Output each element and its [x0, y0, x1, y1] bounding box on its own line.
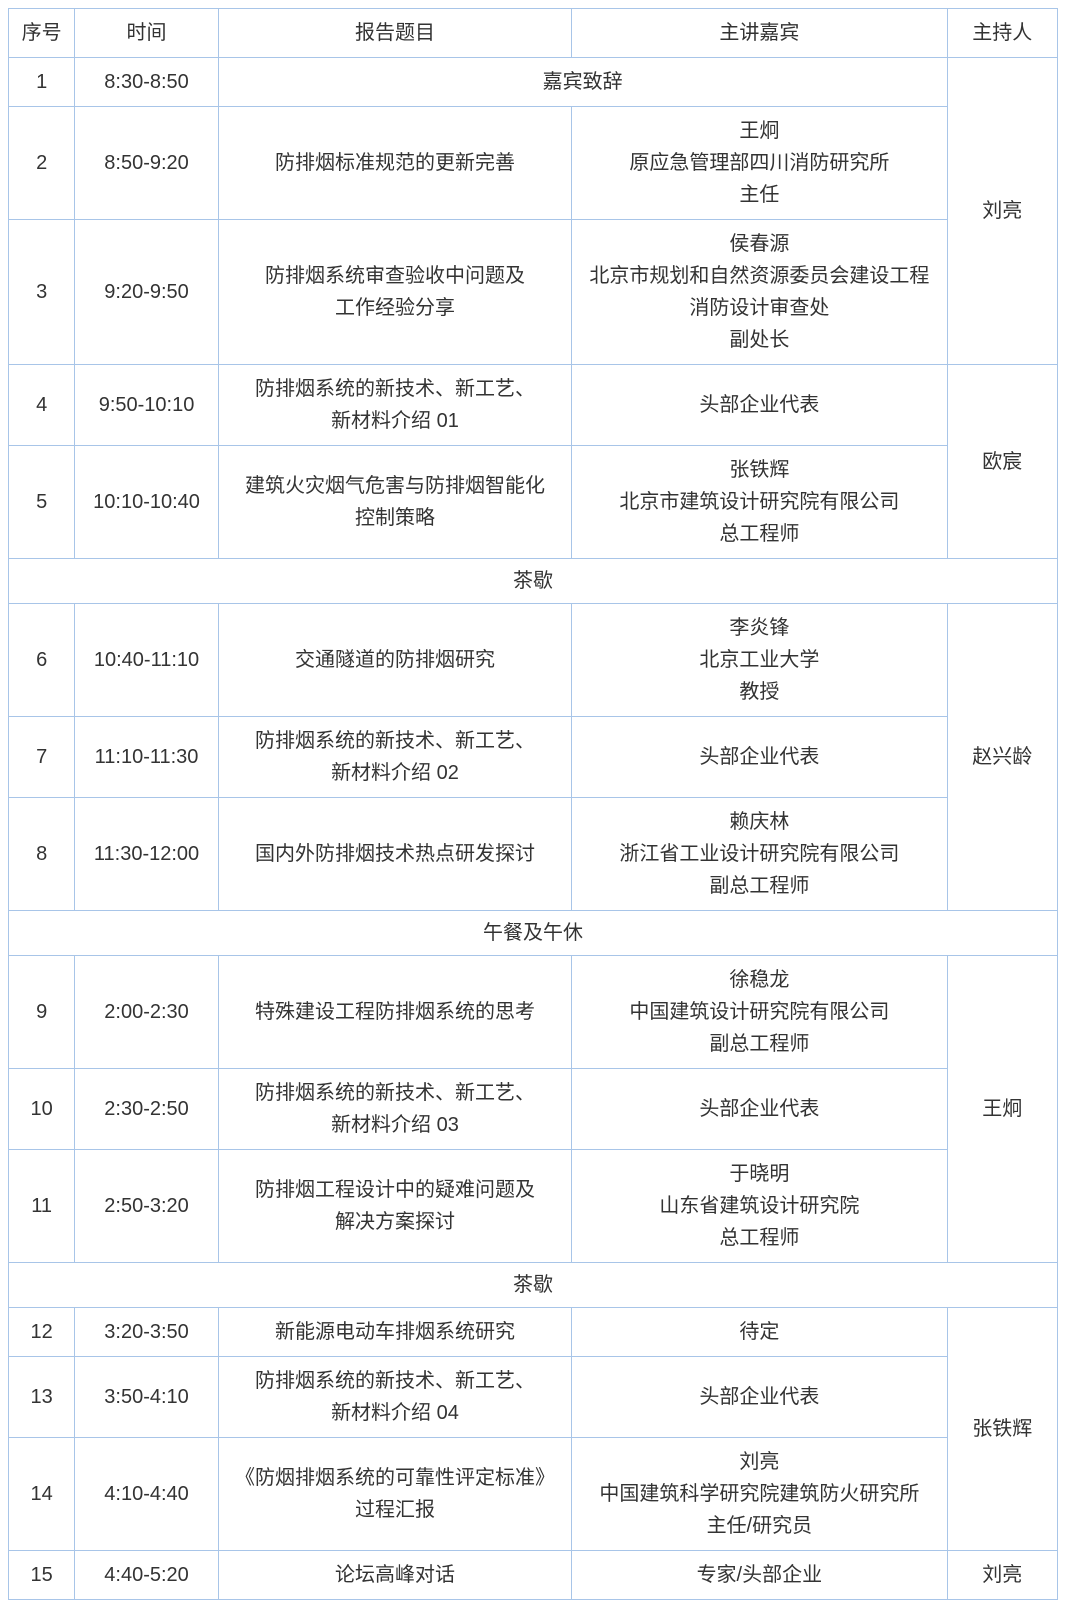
cell-host: 王炯	[947, 956, 1057, 1263]
cell-speaker: 徐稳龙 中国建筑设计研究院有限公司 副总工程师	[572, 956, 947, 1069]
cell-speaker: 待定	[572, 1308, 947, 1357]
cell-topic-span: 嘉宾致辞	[218, 58, 947, 107]
cell-speaker: 侯春源 北京市规划和自然资源委员会建设工程 消防设计审查处 副处长	[572, 220, 947, 365]
cell-idx: 8	[9, 798, 75, 911]
table-header-row: 序号 时间 报告题目 主讲嘉宾 主持人	[9, 9, 1058, 58]
col-header-idx: 序号	[9, 9, 75, 58]
schedule-table: 序号 时间 报告题目 主讲嘉宾 主持人 1 8:30-8:50 嘉宾致辞 刘亮 …	[8, 8, 1058, 1600]
cell-time: 2:50-3:20	[75, 1150, 219, 1263]
cell-time: 3:50-4:10	[75, 1357, 219, 1438]
cell-idx: 13	[9, 1357, 75, 1438]
table-row: 7 11:10-11:30 防排烟系统的新技术、新工艺、 新材料介绍 02 头部…	[9, 717, 1058, 798]
cell-host: 赵兴龄	[947, 604, 1057, 911]
cell-time: 11:10-11:30	[75, 717, 219, 798]
table-row: 5 10:10-10:40 建筑火灾烟气危害与防排烟智能化 控制策略 张铁辉 北…	[9, 446, 1058, 559]
cell-topic: 防排烟系统的新技术、新工艺、 新材料介绍 04	[218, 1357, 571, 1438]
cell-idx: 3	[9, 220, 75, 365]
cell-topic: 防排烟标准规范的更新完善	[218, 107, 571, 220]
cell-speaker: 头部企业代表	[572, 365, 947, 446]
break-row: 茶歇	[9, 559, 1058, 604]
break-row: 午餐及午休	[9, 911, 1058, 956]
cell-topic: 建筑火灾烟气危害与防排烟智能化 控制策略	[218, 446, 571, 559]
cell-host: 张铁辉	[947, 1308, 1057, 1551]
table-row: 1 8:30-8:50 嘉宾致辞 刘亮	[9, 58, 1058, 107]
break-label: 午餐及午休	[9, 911, 1058, 956]
cell-idx: 2	[9, 107, 75, 220]
table-row: 2 8:50-9:20 防排烟标准规范的更新完善 王炯 原应急管理部四川消防研究…	[9, 107, 1058, 220]
cell-time: 3:20-3:50	[75, 1308, 219, 1357]
cell-topic: 新能源电动车排烟系统研究	[218, 1308, 571, 1357]
table-row: 10 2:30-2:50 防排烟系统的新技术、新工艺、 新材料介绍 03 头部企…	[9, 1069, 1058, 1150]
cell-idx: 1	[9, 58, 75, 107]
col-header-speaker: 主讲嘉宾	[572, 9, 947, 58]
break-row: 茶歇	[9, 1263, 1058, 1308]
cell-topic: 防排烟系统审查验收中问题及 工作经验分享	[218, 220, 571, 365]
table-row: 6 10:40-11:10 交通隧道的防排烟研究 李炎锋 北京工业大学 教授 赵…	[9, 604, 1058, 717]
table-row: 3 9:20-9:50 防排烟系统审查验收中问题及 工作经验分享 侯春源 北京市…	[9, 220, 1058, 365]
cell-host: 刘亮	[947, 58, 1057, 365]
cell-speaker: 赖庆林 浙江省工业设计研究院有限公司 副总工程师	[572, 798, 947, 911]
cell-speaker: 专家/头部企业	[572, 1551, 947, 1600]
table-row: 12 3:20-3:50 新能源电动车排烟系统研究 待定 张铁辉	[9, 1308, 1058, 1357]
cell-topic: 特殊建设工程防排烟系统的思考	[218, 956, 571, 1069]
cell-speaker: 头部企业代表	[572, 1069, 947, 1150]
cell-topic: 防排烟工程设计中的疑难问题及 解决方案探讨	[218, 1150, 571, 1263]
cell-topic: 国内外防排烟技术热点研发探讨	[218, 798, 571, 911]
cell-time: 4:40-5:20	[75, 1551, 219, 1600]
cell-idx: 4	[9, 365, 75, 446]
cell-idx: 5	[9, 446, 75, 559]
cell-speaker: 头部企业代表	[572, 1357, 947, 1438]
cell-topic: 论坛高峰对话	[218, 1551, 571, 1600]
cell-speaker: 刘亮 中国建筑科学研究院建筑防火研究所 主任/研究员	[572, 1438, 947, 1551]
cell-idx: 11	[9, 1150, 75, 1263]
cell-speaker: 王炯 原应急管理部四川消防研究所 主任	[572, 107, 947, 220]
col-header-time: 时间	[75, 9, 219, 58]
cell-time: 2:30-2:50	[75, 1069, 219, 1150]
cell-idx: 14	[9, 1438, 75, 1551]
cell-topic: 防排烟系统的新技术、新工艺、 新材料介绍 02	[218, 717, 571, 798]
cell-time: 2:00-2:30	[75, 956, 219, 1069]
cell-time: 9:20-9:50	[75, 220, 219, 365]
table-row: 8 11:30-12:00 国内外防排烟技术热点研发探讨 赖庆林 浙江省工业设计…	[9, 798, 1058, 911]
cell-time: 10:40-11:10	[75, 604, 219, 717]
cell-idx: 12	[9, 1308, 75, 1357]
cell-speaker: 李炎锋 北京工业大学 教授	[572, 604, 947, 717]
break-label: 茶歇	[9, 559, 1058, 604]
cell-time: 11:30-12:00	[75, 798, 219, 911]
table-row: 4 9:50-10:10 防排烟系统的新技术、新工艺、 新材料介绍 01 头部企…	[9, 365, 1058, 446]
col-header-topic: 报告题目	[218, 9, 571, 58]
cell-idx: 7	[9, 717, 75, 798]
cell-speaker: 张铁辉 北京市建筑设计研究院有限公司 总工程师	[572, 446, 947, 559]
cell-host: 欧宸	[947, 365, 1057, 559]
cell-idx: 10	[9, 1069, 75, 1150]
cell-time: 10:10-10:40	[75, 446, 219, 559]
table-row: 13 3:50-4:10 防排烟系统的新技术、新工艺、 新材料介绍 04 头部企…	[9, 1357, 1058, 1438]
break-label: 茶歇	[9, 1263, 1058, 1308]
table-row: 11 2:50-3:20 防排烟工程设计中的疑难问题及 解决方案探讨 于晓明 山…	[9, 1150, 1058, 1263]
cell-host: 刘亮	[947, 1551, 1057, 1600]
cell-speaker: 头部企业代表	[572, 717, 947, 798]
cell-topic: 防排烟系统的新技术、新工艺、 新材料介绍 03	[218, 1069, 571, 1150]
cell-idx: 6	[9, 604, 75, 717]
cell-time: 4:10-4:40	[75, 1438, 219, 1551]
table-row: 15 4:40-5:20 论坛高峰对话 专家/头部企业 刘亮	[9, 1551, 1058, 1600]
cell-time: 8:30-8:50	[75, 58, 219, 107]
cell-topic: 防排烟系统的新技术、新工艺、 新材料介绍 01	[218, 365, 571, 446]
cell-idx: 9	[9, 956, 75, 1069]
cell-topic: 《防烟排烟系统的可靠性评定标准》 过程汇报	[218, 1438, 571, 1551]
table-row: 9 2:00-2:30 特殊建设工程防排烟系统的思考 徐稳龙 中国建筑设计研究院…	[9, 956, 1058, 1069]
cell-speaker: 于晓明 山东省建筑设计研究院 总工程师	[572, 1150, 947, 1263]
table-row: 14 4:10-4:40 《防烟排烟系统的可靠性评定标准》 过程汇报 刘亮 中国…	[9, 1438, 1058, 1551]
col-header-host: 主持人	[947, 9, 1057, 58]
cell-topic: 交通隧道的防排烟研究	[218, 604, 571, 717]
cell-time: 9:50-10:10	[75, 365, 219, 446]
cell-idx: 15	[9, 1551, 75, 1600]
cell-time: 8:50-9:20	[75, 107, 219, 220]
